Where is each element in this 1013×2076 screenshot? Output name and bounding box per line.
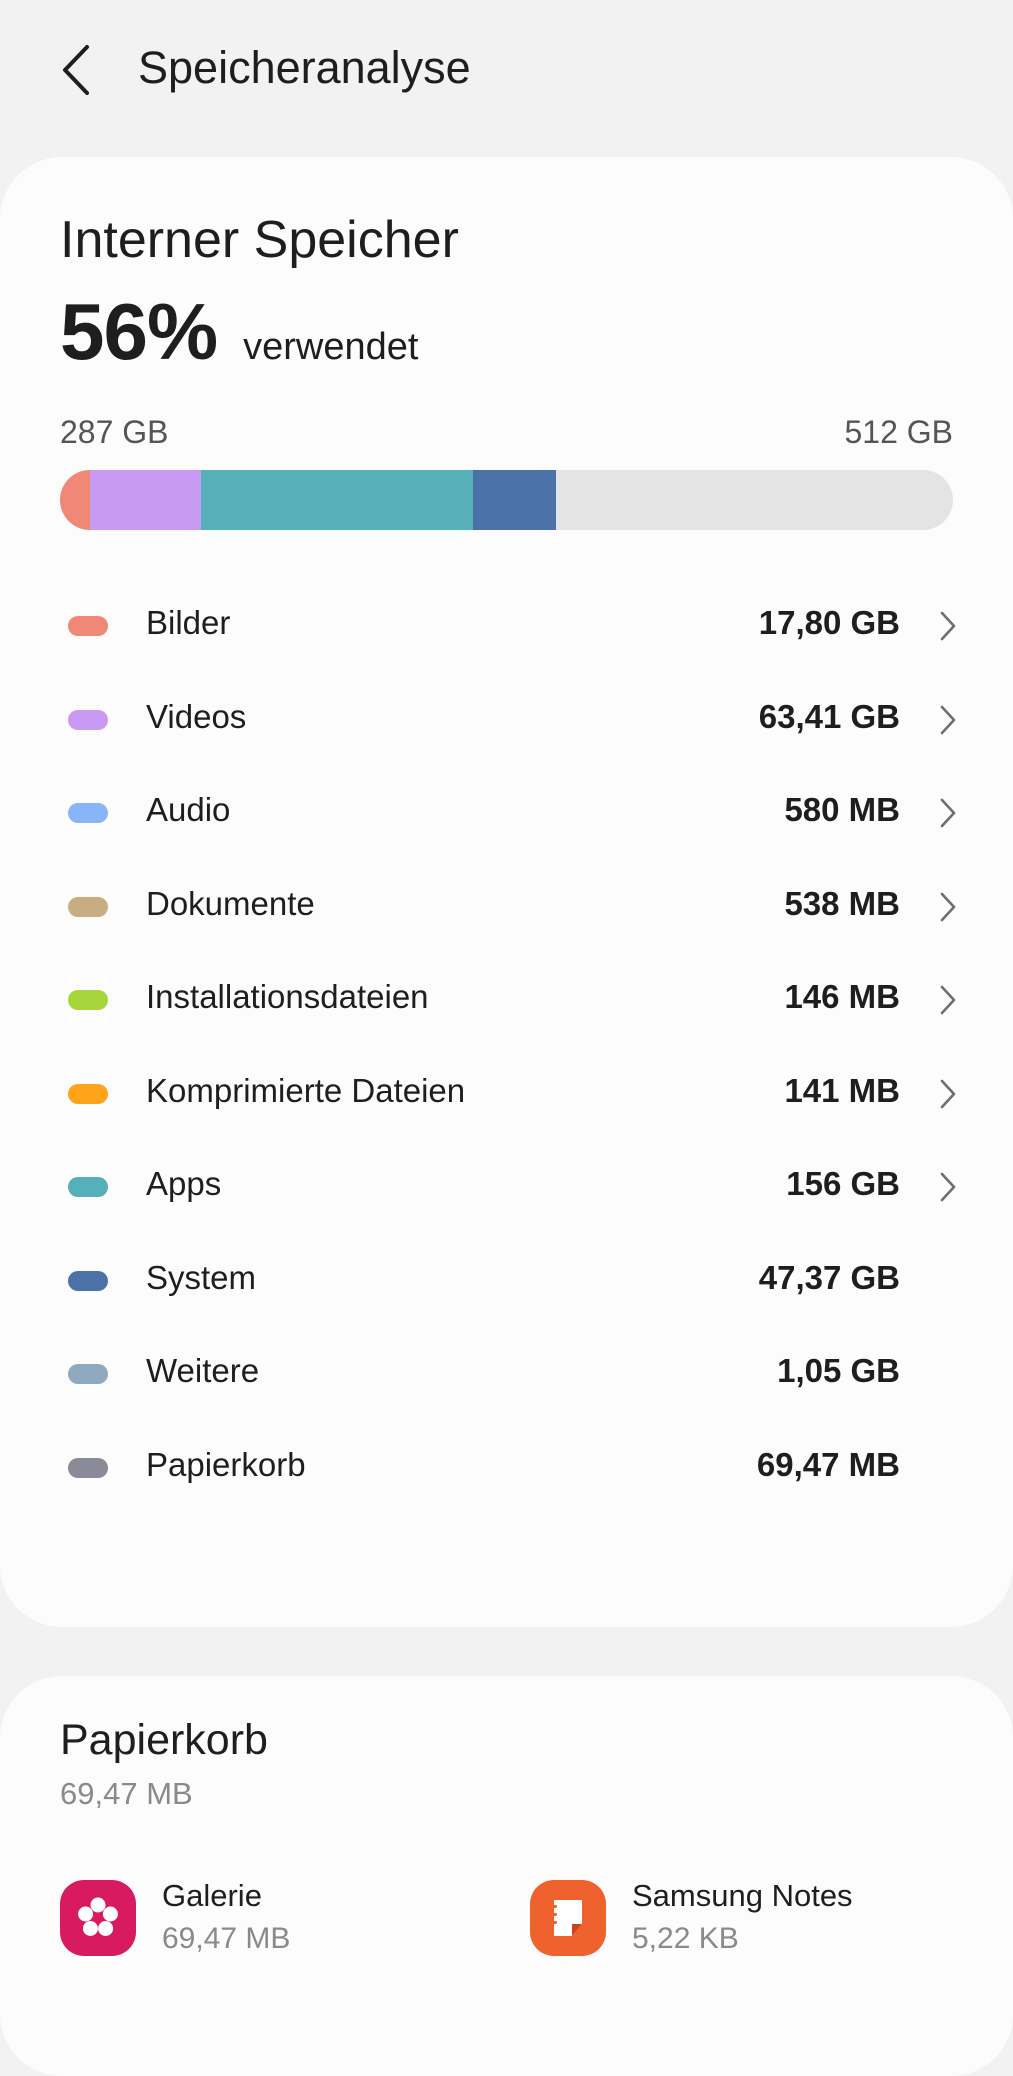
note-icon bbox=[551, 1900, 582, 1936]
trash-size: 69,47 MB bbox=[60, 1776, 193, 1811]
category-row-bilder[interactable]: Bilder 17,80 GB bbox=[0, 580, 1013, 670]
category-size: 63,41 GB bbox=[758, 697, 900, 735]
category-color-dot bbox=[68, 1364, 108, 1384]
usage-bar-segment: Apps bbox=[201, 470, 474, 530]
category-label: System bbox=[146, 1258, 257, 1296]
category-color-dot bbox=[68, 803, 108, 823]
category-row-installationsdateien[interactable]: Installationsdateien 146 MB bbox=[0, 954, 1013, 1044]
category-row-papierkorb: Papierkorb 69,47 MB bbox=[0, 1422, 1013, 1512]
chevron-right-icon bbox=[933, 1167, 963, 1207]
internal-storage-card bbox=[0, 157, 1013, 1627]
category-label: Dokumente bbox=[146, 884, 315, 922]
category-row-system: System 47,37 GB bbox=[0, 1235, 1013, 1325]
back-button[interactable] bbox=[40, 30, 112, 110]
category-color-dot bbox=[68, 709, 108, 730]
category-row-apps[interactable]: Apps 156 GB bbox=[0, 1141, 1013, 1231]
category-color-dot bbox=[68, 1270, 108, 1291]
category-size: 580 MB bbox=[784, 791, 900, 828]
trash-title: Papierkorb bbox=[60, 1716, 268, 1764]
category-label: Bilder bbox=[146, 604, 231, 641]
chevron-right-icon bbox=[933, 1074, 963, 1114]
category-size: 141 MB bbox=[784, 1071, 900, 1109]
category-row-dokumente[interactable]: Dokumente 538 MB bbox=[0, 861, 1013, 951]
chevron-right-icon bbox=[933, 980, 963, 1020]
category-size: 1,05 GB bbox=[777, 1352, 900, 1389]
category-color-dot bbox=[68, 990, 108, 1010]
category-label: Videos bbox=[146, 697, 247, 735]
category-size: 69,47 MB bbox=[756, 1445, 900, 1483]
total-amount: 512 GB bbox=[844, 414, 953, 450]
category-size: 156 GB bbox=[786, 1165, 900, 1202]
storage-usage-bar: BilderVideosAppsSystem bbox=[60, 470, 953, 530]
category-size: 146 MB bbox=[784, 978, 900, 1015]
category-row-videos[interactable]: Videos 63,41 GB bbox=[0, 674, 1013, 764]
usage-percent-row: 56% verwendet bbox=[60, 286, 418, 378]
category-label: Installationsdateien bbox=[146, 978, 429, 1015]
category-color-dot bbox=[68, 1457, 108, 1478]
page-title: Speicheranalyse bbox=[138, 42, 471, 93]
galerie-app-icon bbox=[60, 1880, 136, 1956]
flower-icon bbox=[78, 1897, 118, 1936]
category-label: Apps bbox=[146, 1165, 222, 1202]
category-size: 47,37 GB bbox=[758, 1258, 900, 1296]
category-size: 538 MB bbox=[784, 884, 900, 922]
category-row-audio[interactable]: Audio 580 MB bbox=[0, 767, 1013, 857]
category-color-dot bbox=[68, 1083, 108, 1104]
usage-bar-segment: Videos bbox=[90, 470, 202, 530]
app-name: Samsung Notes bbox=[632, 1878, 853, 1913]
usage-bar-segment: System bbox=[473, 470, 556, 530]
app-header: Speicheranalyse bbox=[0, 0, 1013, 140]
category-color-dot bbox=[68, 896, 108, 917]
app-size: 5,22 KB bbox=[632, 1922, 739, 1955]
chevron-right-icon bbox=[933, 700, 963, 740]
category-label: Komprimierte Dateien bbox=[146, 1071, 466, 1109]
app-name: Galerie bbox=[162, 1878, 262, 1913]
storage-title: Interner Speicher bbox=[60, 211, 459, 269]
app-size: 69,47 MB bbox=[162, 1922, 291, 1955]
chevron-right-icon bbox=[933, 887, 963, 927]
used-amount: 287 GB bbox=[60, 414, 169, 450]
usage-bar-segment: Bilder bbox=[60, 470, 91, 530]
chevron-right-icon bbox=[933, 606, 963, 646]
category-label: Audio bbox=[146, 791, 231, 828]
chevron-right-icon bbox=[933, 793, 963, 833]
usage-percent: 56% bbox=[60, 287, 218, 376]
category-color-dot bbox=[68, 616, 108, 636]
samsung-notes-app-icon bbox=[530, 1880, 606, 1956]
category-label: Weitere bbox=[146, 1352, 260, 1389]
category-row-weitere: Weitere 1,05 GB bbox=[0, 1328, 1013, 1418]
category-label: Papierkorb bbox=[146, 1445, 306, 1483]
category-color-dot bbox=[68, 1177, 108, 1197]
chevron-left-icon bbox=[63, 45, 89, 95]
usage-percent-label: verwendet bbox=[243, 326, 419, 368]
category-row-komprimierte-dateien[interactable]: Komprimierte Dateien 141 MB bbox=[0, 1048, 1013, 1138]
category-size: 17,80 GB bbox=[758, 604, 900, 641]
